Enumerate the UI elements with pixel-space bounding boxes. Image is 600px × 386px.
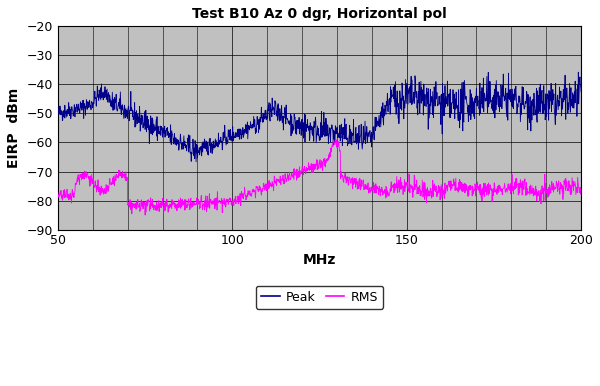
X-axis label: MHz: MHz bbox=[303, 253, 336, 267]
Title: Test B10 Az 0 dgr, Horizontal pol: Test B10 Az 0 dgr, Horizontal pol bbox=[192, 7, 447, 21]
Legend: Peak, RMS: Peak, RMS bbox=[256, 286, 383, 309]
Y-axis label: EIRP  dBm: EIRP dBm bbox=[7, 88, 21, 168]
